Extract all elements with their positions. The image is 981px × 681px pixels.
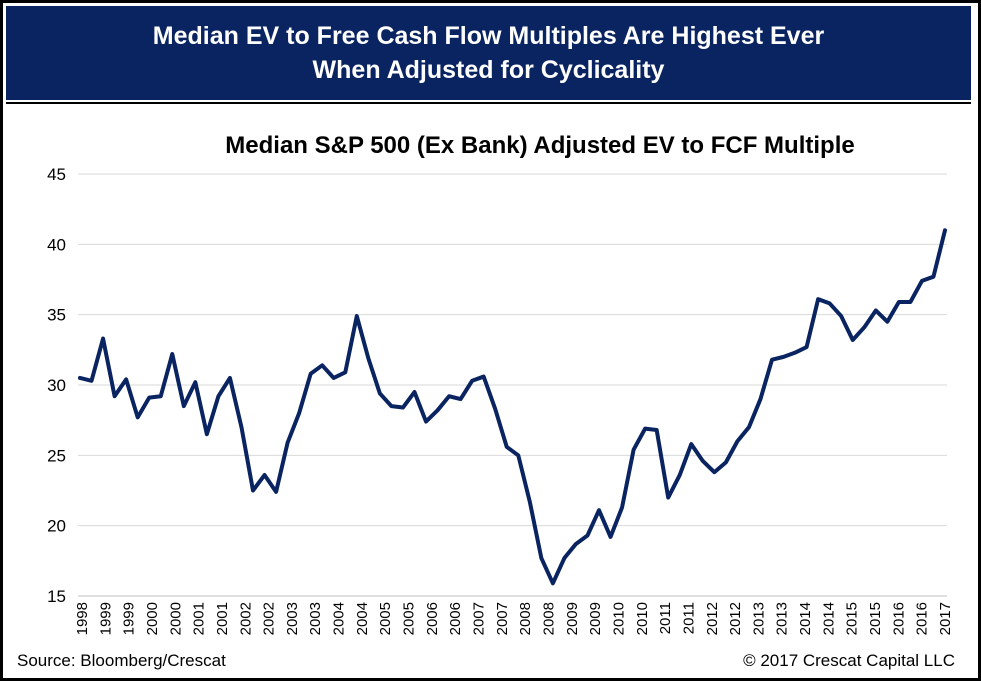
x-tick-label: 1998 <box>74 602 91 635</box>
x-tick-label: 2005 <box>377 602 394 635</box>
x-tick-label: 2003 <box>307 602 324 635</box>
x-tick-label: 2001 <box>214 602 231 635</box>
x-tick-label: 2009 <box>564 602 581 635</box>
x-tick-label: 2017 <box>937 602 954 635</box>
x-tick-label: 2009 <box>587 602 604 635</box>
x-tick-label: 2000 <box>144 602 161 635</box>
x-tick-label: 2013 <box>750 602 767 635</box>
copyright-note: © 2017 Crescat Capital LLC <box>743 651 955 670</box>
y-tick-label: 15 <box>47 587 66 606</box>
header-title-line1: Median EV to Free Cash Flow Multiples Ar… <box>152 22 825 50</box>
y-tick-label: 25 <box>47 446 66 465</box>
x-tick-label: 2015 <box>867 602 884 635</box>
x-tick-label: 2000 <box>167 602 184 635</box>
x-tick-label: 2004 <box>354 602 371 635</box>
x-tick-label: 2007 <box>494 602 511 635</box>
x-tick-label: 2010 <box>634 602 651 635</box>
header-divider <box>6 102 971 104</box>
y-tick-label: 30 <box>47 376 66 395</box>
x-tick-label: 2011 <box>680 602 697 634</box>
x-tick-label: 2004 <box>331 602 348 635</box>
x-tick-label: 2012 <box>704 602 721 635</box>
x-tick-label: 2008 <box>517 602 534 635</box>
x-tick-label: 2001 <box>191 602 208 635</box>
chart-title: Median S&P 500 (Ex Bank) Adjusted EV to … <box>225 132 855 159</box>
x-tick-label: 2012 <box>727 602 744 635</box>
x-tick-label: 2003 <box>284 602 301 635</box>
x-tick-label: 2013 <box>774 602 791 635</box>
x-tick-label: 2006 <box>447 602 464 635</box>
x-tick-label: 1999 <box>97 602 114 635</box>
x-tick-label: 2016 <box>914 602 931 635</box>
x-tick-label: 2015 <box>844 602 861 635</box>
source-note: Source: Bloomberg/Crescat <box>17 651 226 670</box>
header-title-line2: When Adjusted for Cyclicality <box>312 56 665 84</box>
y-tick-label: 45 <box>47 165 66 184</box>
x-tick-label: 2007 <box>471 602 488 635</box>
x-tick-label: 2006 <box>424 602 441 635</box>
y-tick-label: 20 <box>47 517 66 536</box>
x-tick-label: 2011 <box>657 602 674 634</box>
header-banner: Median EV to Free Cash Flow Multiples Ar… <box>6 6 971 100</box>
x-tick-label: 2016 <box>890 602 907 635</box>
x-tick-label: 2014 <box>820 602 837 635</box>
x-tick-label: 2008 <box>540 602 557 635</box>
x-tick-label: 2014 <box>797 602 814 635</box>
y-tick-label: 35 <box>47 306 66 325</box>
x-tick-label: 1999 <box>121 602 138 635</box>
x-tick-label: 2010 <box>610 602 627 635</box>
x-tick-label: 2005 <box>401 602 418 635</box>
y-tick-label: 40 <box>47 235 66 254</box>
x-tick-label: 2002 <box>261 602 278 635</box>
series-line <box>78 228 947 586</box>
x-tick-label: 2002 <box>237 602 254 635</box>
